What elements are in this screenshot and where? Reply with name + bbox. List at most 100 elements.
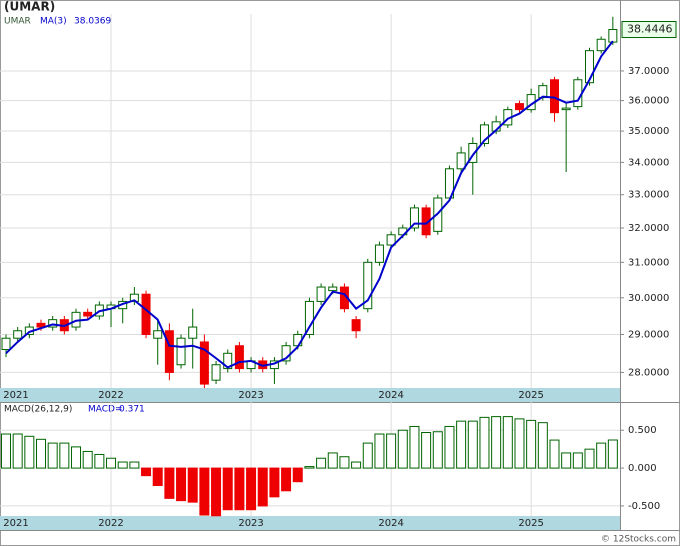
- macd-bar: [246, 467, 257, 511]
- macd-bar: [117, 461, 128, 469]
- macd-bar: [59, 442, 70, 469]
- legend-series: UMAR: [4, 17, 31, 27]
- candle-body: [316, 286, 326, 302]
- macd-bar: [327, 452, 338, 469]
- candle-body: [573, 79, 583, 108]
- macd-bar: [502, 416, 513, 469]
- chart-title: (UMAR): [4, 0, 55, 14]
- footer: © 12Stocks.com: [601, 535, 676, 545]
- macd-bar: [187, 467, 198, 503]
- macd-bar: [456, 420, 467, 469]
- macd-bar: [71, 446, 82, 469]
- candle-body: [328, 286, 338, 292]
- candle-body: [234, 345, 244, 370]
- macd-bar: [199, 467, 210, 516]
- macd-bar: [572, 452, 583, 469]
- macd-bar: [234, 467, 245, 511]
- macd-bar: [152, 467, 163, 486]
- y-tick-label: 0.500: [628, 425, 657, 436]
- candle-body: [468, 142, 478, 163]
- candle-body: [351, 319, 361, 332]
- candle-body: [83, 311, 93, 317]
- macd-bar: [467, 420, 478, 469]
- y-tick-label: 29.0000: [628, 329, 669, 340]
- y-tick-label: 36.0000: [628, 96, 669, 107]
- x-axis-band: [0, 388, 620, 402]
- x-tick-label: 2025: [518, 518, 543, 529]
- macd-bar: [584, 448, 595, 469]
- macd-bar: [94, 453, 105, 469]
- macd-bar: [432, 431, 443, 469]
- y-tick-label: 32.0000: [628, 223, 669, 234]
- macd-legend-prefix: MACD=: [88, 405, 123, 415]
- macd-bar: [129, 461, 140, 469]
- x-axis-band: [0, 516, 620, 530]
- candle-body: [456, 152, 466, 170]
- macd-bar: [1, 433, 11, 469]
- candle-body: [596, 38, 606, 52]
- macd-bar: [386, 433, 397, 469]
- y-tick-label: 28.0000: [628, 367, 669, 378]
- candle-body: [176, 337, 186, 366]
- macd-bar: [164, 467, 175, 499]
- y-tick-label: 33.0000: [628, 190, 669, 201]
- price-label-box: [621, 21, 677, 39]
- candle-body: [153, 330, 163, 339]
- y-tick-label: -0.500: [628, 501, 660, 512]
- x-tick-label: 2024: [378, 518, 403, 529]
- price-label: 38.4446: [627, 23, 673, 36]
- x-tick-label: 2023: [238, 518, 263, 529]
- macd-bar: [514, 418, 525, 469]
- macd-bar: [549, 439, 560, 469]
- candle-body: [211, 364, 221, 381]
- macd-bar: [351, 461, 362, 469]
- x-tick-label: 2024: [378, 390, 403, 401]
- ma-line: [5, 40, 614, 369]
- macd-bar: [607, 439, 618, 469]
- x-tick-label: 2021: [3, 390, 28, 401]
- candle-body: [48, 319, 58, 328]
- macd-bar: [316, 457, 327, 469]
- macd-bar: [339, 456, 350, 469]
- x-tick-label: 2021: [3, 518, 28, 529]
- macd-bar: [526, 419, 537, 469]
- y-tick-label: 31.0000: [628, 257, 669, 268]
- macd-bar: [537, 422, 548, 469]
- macd-bar: [82, 450, 93, 469]
- macd-bar: [281, 467, 292, 492]
- candle-body: [409, 207, 419, 229]
- macd-bar: [409, 425, 420, 469]
- candle-body: [36, 322, 46, 328]
- macd-bar: [362, 442, 373, 469]
- candle-body: [141, 293, 151, 335]
- macd-bar: [176, 467, 187, 502]
- candle-body: [479, 124, 489, 144]
- x-tick-label: 2023: [238, 390, 263, 401]
- macd-bar: [374, 433, 385, 469]
- macd-bar: [106, 457, 117, 469]
- x-tick-label: 2022: [98, 390, 123, 401]
- y-tick-label: 30.0000: [628, 293, 669, 304]
- macd-bar: [304, 466, 315, 469]
- macd-bar: [596, 442, 607, 469]
- candle-body: [13, 330, 23, 339]
- macd-bar: [479, 416, 490, 469]
- macd-bar: [269, 467, 280, 498]
- y-tick-label: 35.0000: [628, 126, 669, 137]
- candle-body: [514, 103, 524, 111]
- macd-legend-value: 0.371: [119, 405, 145, 415]
- candle-body: [304, 300, 314, 335]
- macd-title: MACD(26,12,9): [4, 405, 72, 415]
- x-tick-label: 2022: [98, 518, 123, 529]
- y-tick-label: 0.000: [628, 463, 657, 474]
- macd-bar: [257, 467, 268, 507]
- macd-bar: [12, 433, 23, 469]
- macd-bar: [222, 467, 233, 511]
- candle-body: [164, 330, 174, 373]
- macd-bar: [211, 467, 222, 517]
- macd-bar: [561, 452, 572, 469]
- macd-bar: [24, 435, 35, 469]
- candle-body: [363, 261, 373, 310]
- legend-ma-value: 38.0369: [74, 17, 111, 27]
